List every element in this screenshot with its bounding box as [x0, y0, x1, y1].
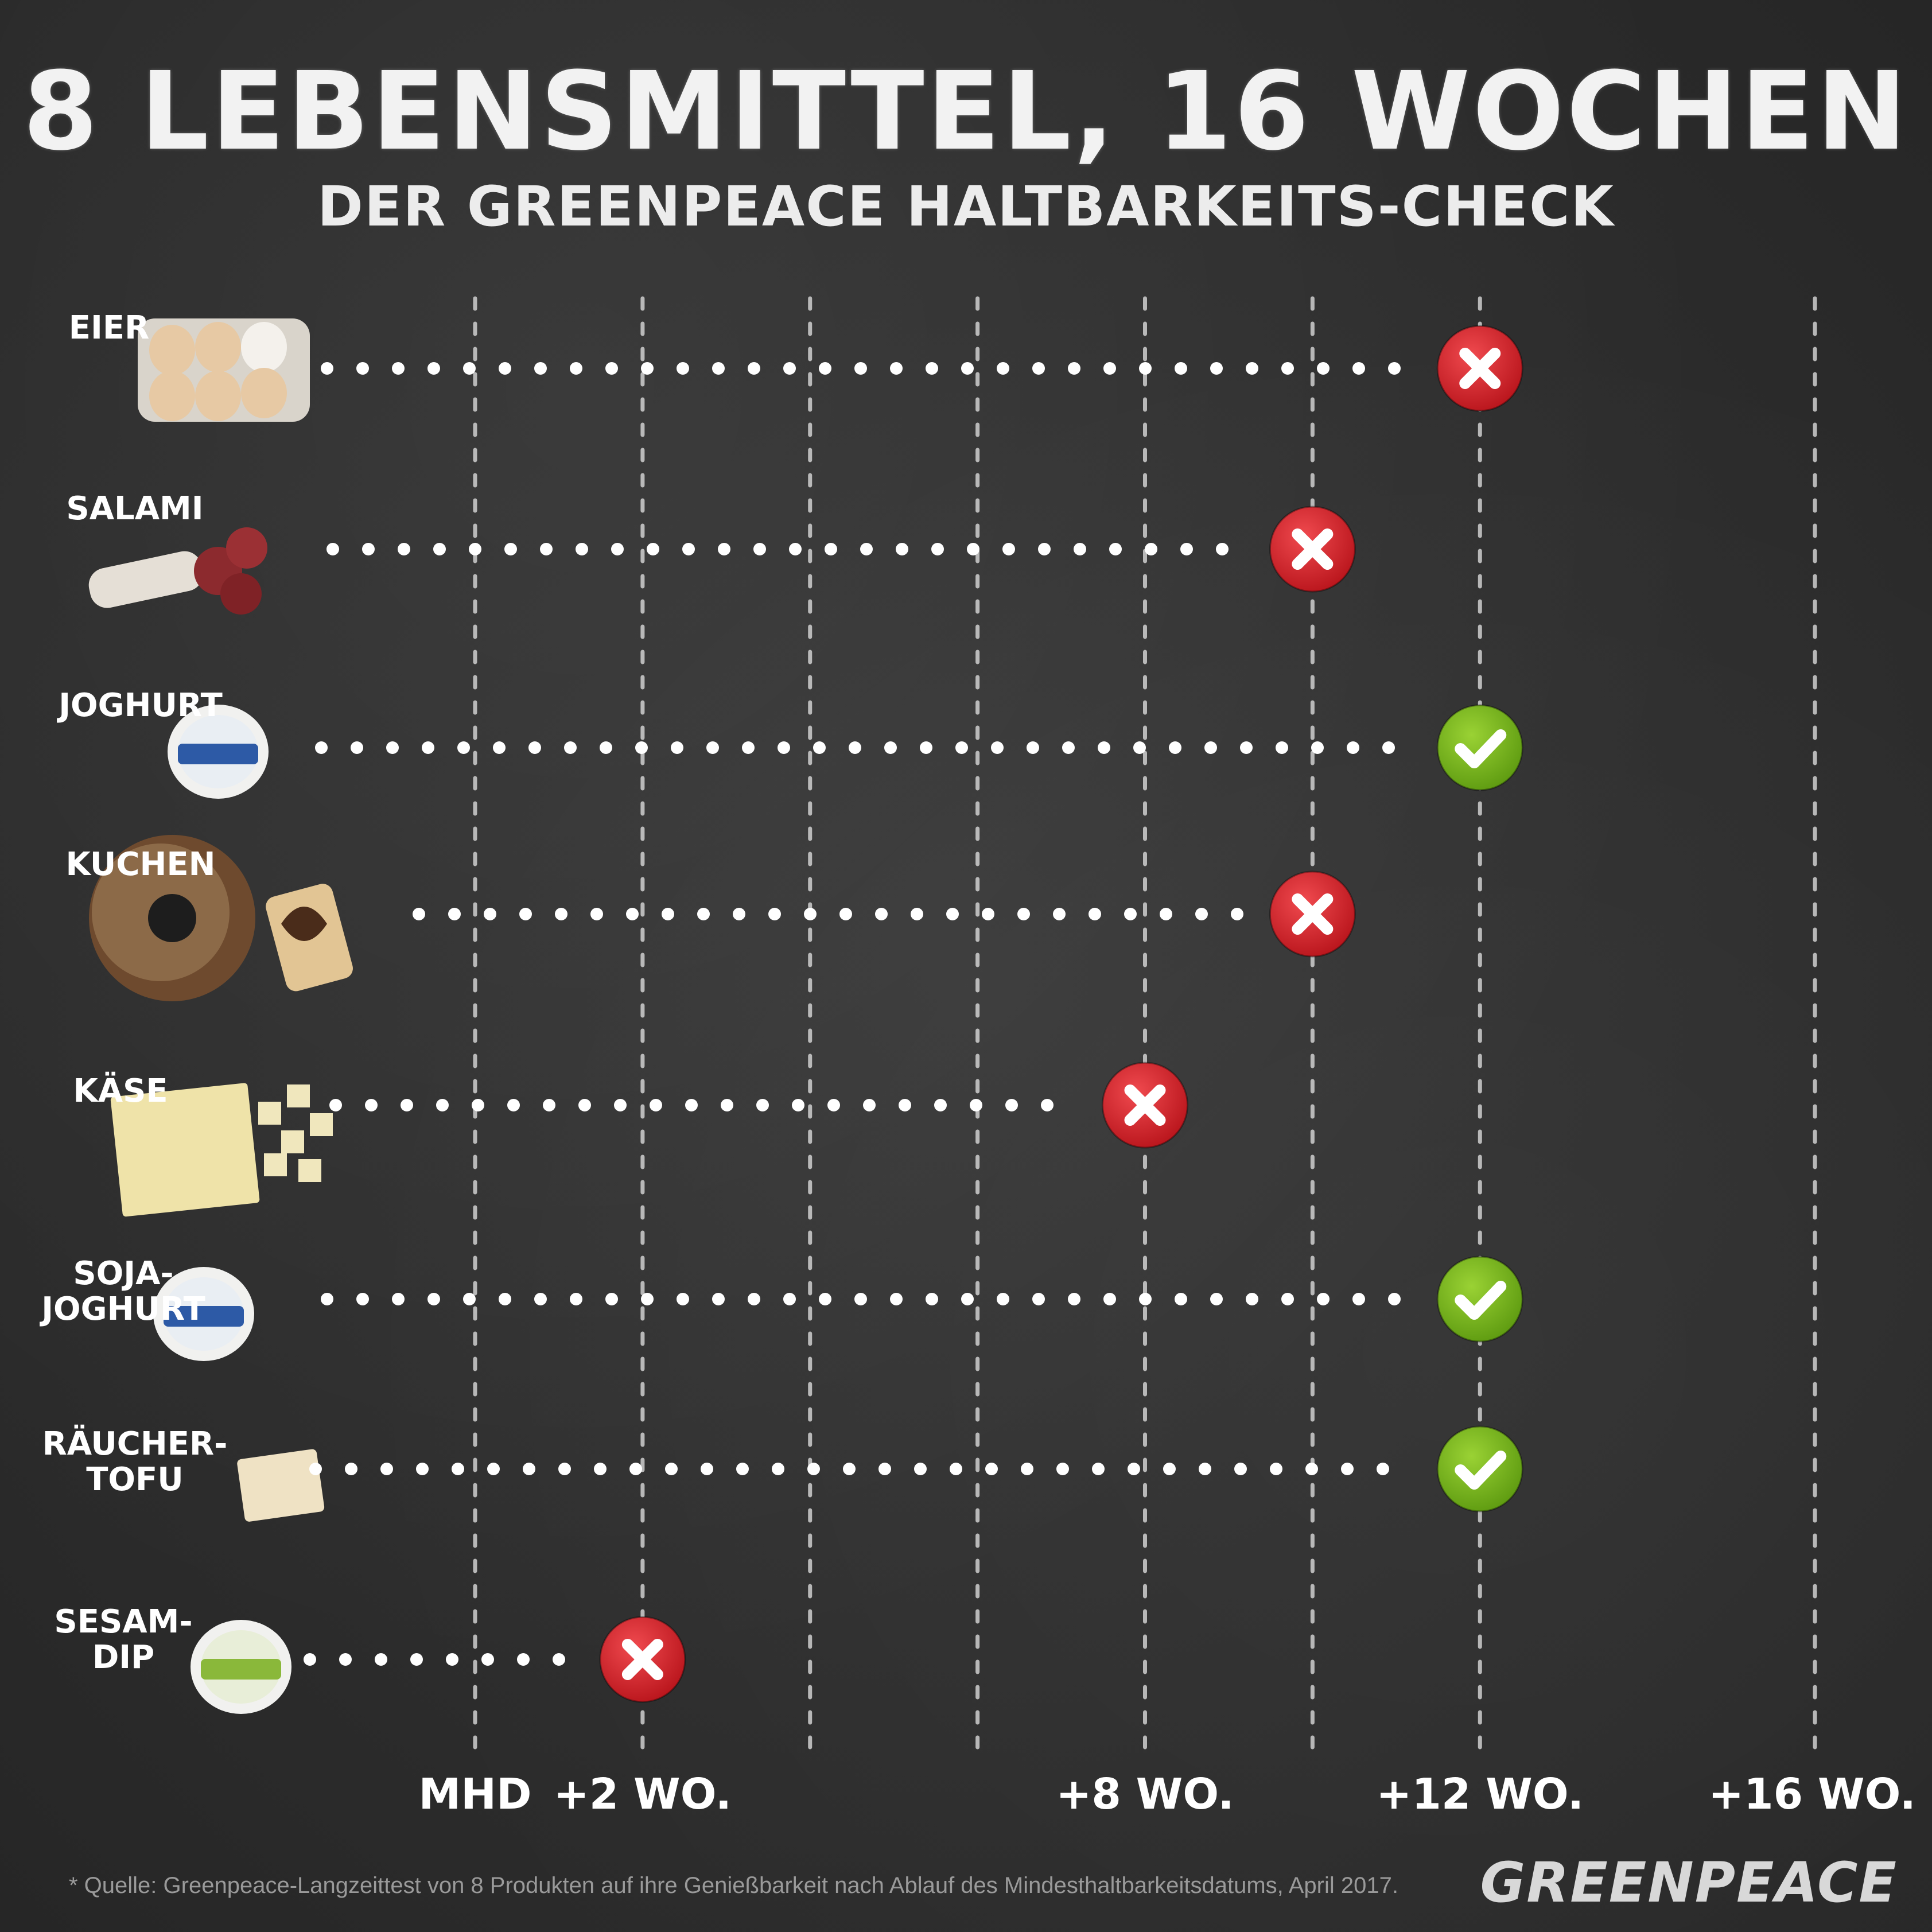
page-subtitle: DER GREENPEACE HALTBARKEITS-CHECK	[317, 174, 1615, 239]
cheese-image	[110, 1083, 333, 1217]
x-tick-label: +16 WO.	[1708, 1770, 1916, 1819]
food-label: SALAMI	[66, 490, 203, 527]
food-label: RÄUCHER-	[42, 1425, 228, 1463]
check-marker	[1436, 1425, 1523, 1513]
food-label: TOFU	[86, 1461, 184, 1498]
x-marker	[1269, 870, 1356, 958]
x-tick-label: +12 WO.	[1376, 1770, 1584, 1819]
check-marker	[1436, 1255, 1523, 1343]
soy-yogurt-cup-image	[153, 1267, 254, 1361]
food-label: KUCHEN	[66, 846, 216, 883]
food-label: JOGHURT	[39, 1290, 205, 1328]
check-marker	[1436, 704, 1523, 791]
food-label: KÄSE	[73, 1072, 168, 1110]
greenpeace-logo: GREENPEACE	[1480, 1851, 1898, 1915]
marble-cake-image	[89, 835, 353, 1001]
x-marker	[599, 1616, 686, 1703]
food-label: EIER	[69, 309, 149, 347]
source-footnote: * Quelle: Greenpeace-Langzeittest von 8 …	[69, 1873, 1398, 1898]
x-marker	[1436, 325, 1523, 412]
x-marker	[1269, 506, 1356, 593]
food-label: SESAM-	[54, 1603, 192, 1641]
food-label: JOGHURT	[56, 687, 223, 724]
x-tick-label: MHD	[419, 1770, 532, 1819]
yogurt-cup-image	[168, 705, 269, 799]
egg-carton-image	[138, 318, 310, 422]
page-title: 8 LEBENSMITTEL, 16 WOCHEN	[22, 49, 1910, 174]
x-tick-label: +8 WO.	[1056, 1770, 1234, 1819]
food-label: DIP	[92, 1639, 154, 1676]
salami-image	[88, 527, 267, 615]
sesame-dip-cup-image	[191, 1620, 291, 1714]
smoked-tofu-image	[237, 1449, 325, 1522]
x-tick-label: +2 WO.	[554, 1770, 732, 1819]
x-marker	[1102, 1062, 1188, 1149]
food-label: SOJA-	[73, 1255, 173, 1292]
